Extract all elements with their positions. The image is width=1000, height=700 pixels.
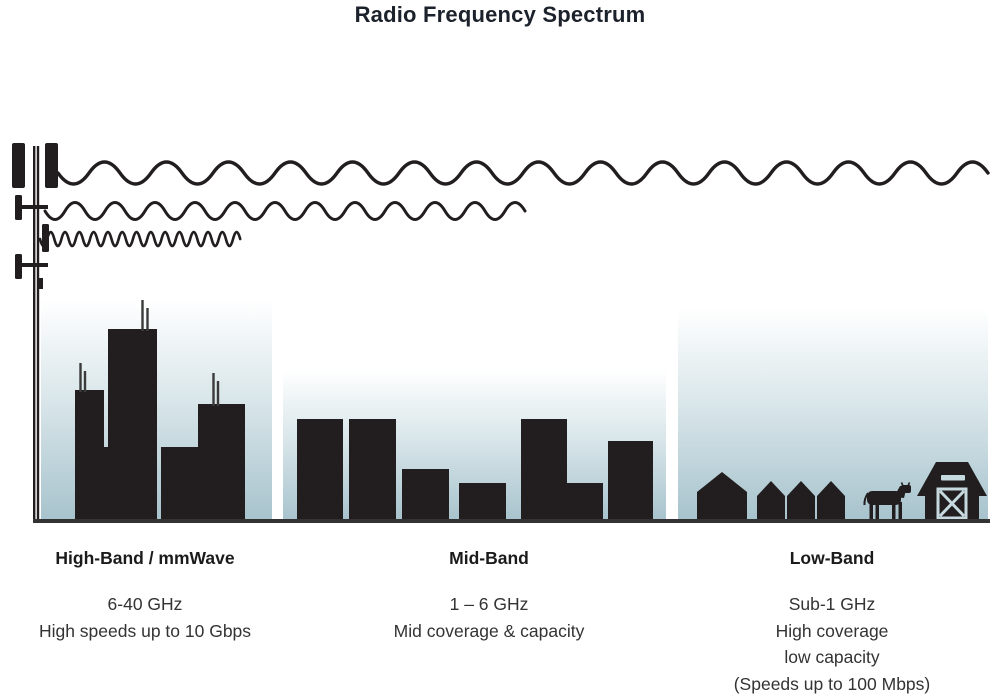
high-band-info: 6-40 GHz High speeds up to 10 Gbps: [0, 591, 290, 644]
building: [198, 404, 245, 521]
building: [103, 447, 108, 521]
building: [108, 329, 157, 521]
radio-waves: [38, 160, 990, 248]
house: [757, 481, 785, 521]
band-info-line: 6-40 GHz: [107, 594, 183, 614]
building: [75, 390, 104, 521]
high-band-city-skyline: [75, 300, 245, 521]
low-band-info: Sub-1 GHz High coverage low capacity (Speed…: [687, 591, 977, 697]
ground-line: [33, 519, 990, 523]
house: [817, 481, 845, 521]
scene-illustration: [12, 143, 990, 523]
band-info-line: Mid coverage & capacity: [393, 620, 585, 641]
building: [297, 419, 343, 521]
band-info-line: (Speeds up to 100 Mbps): [733, 673, 931, 694]
cow-icon: [863, 482, 911, 519]
building: [459, 483, 506, 521]
low-band-label: Low-Band Sub-1 GHz High coverage low capac…: [687, 548, 977, 697]
house: [697, 472, 747, 521]
barn-icon: [917, 462, 987, 520]
high-band-heading: High-Band / mmWave: [55, 548, 235, 568]
mid-band-skyline: [297, 419, 653, 521]
building: [521, 419, 567, 521]
high-band-label: High-Band / mmWave 6-40 GHz High speeds u…: [0, 548, 290, 644]
band-info-line: 1 – 6 GHz: [449, 594, 529, 614]
building: [567, 483, 603, 521]
building: [161, 447, 198, 521]
mid-frequency-wave: [43, 201, 527, 221]
band-info-line: High speeds up to 10 Gbps: [38, 620, 252, 641]
house: [787, 481, 815, 521]
building: [402, 469, 449, 521]
building: [608, 441, 653, 521]
band-info-line: High coverage: [775, 620, 889, 641]
mid-band-heading: Mid-Band: [449, 548, 529, 568]
low-band-houses: [697, 472, 845, 521]
high-frequency-wave: [38, 230, 242, 248]
mid-band-info: 1 – 6 GHz Mid coverage & capacity: [344, 591, 634, 644]
band-info-line: Sub-1 GHz: [788, 594, 876, 614]
low-frequency-wave: [56, 160, 990, 186]
low-band-heading: Low-Band: [789, 548, 875, 568]
cell-tower-icon: [12, 143, 58, 521]
building: [349, 419, 396, 521]
diagram-title: Radio Frequency Spectrum: [354, 2, 646, 27]
mid-band-label: Mid-Band 1 – 6 GHz Mid coverage & capacit…: [344, 548, 634, 644]
band-info-line: low capacity: [784, 647, 880, 667]
